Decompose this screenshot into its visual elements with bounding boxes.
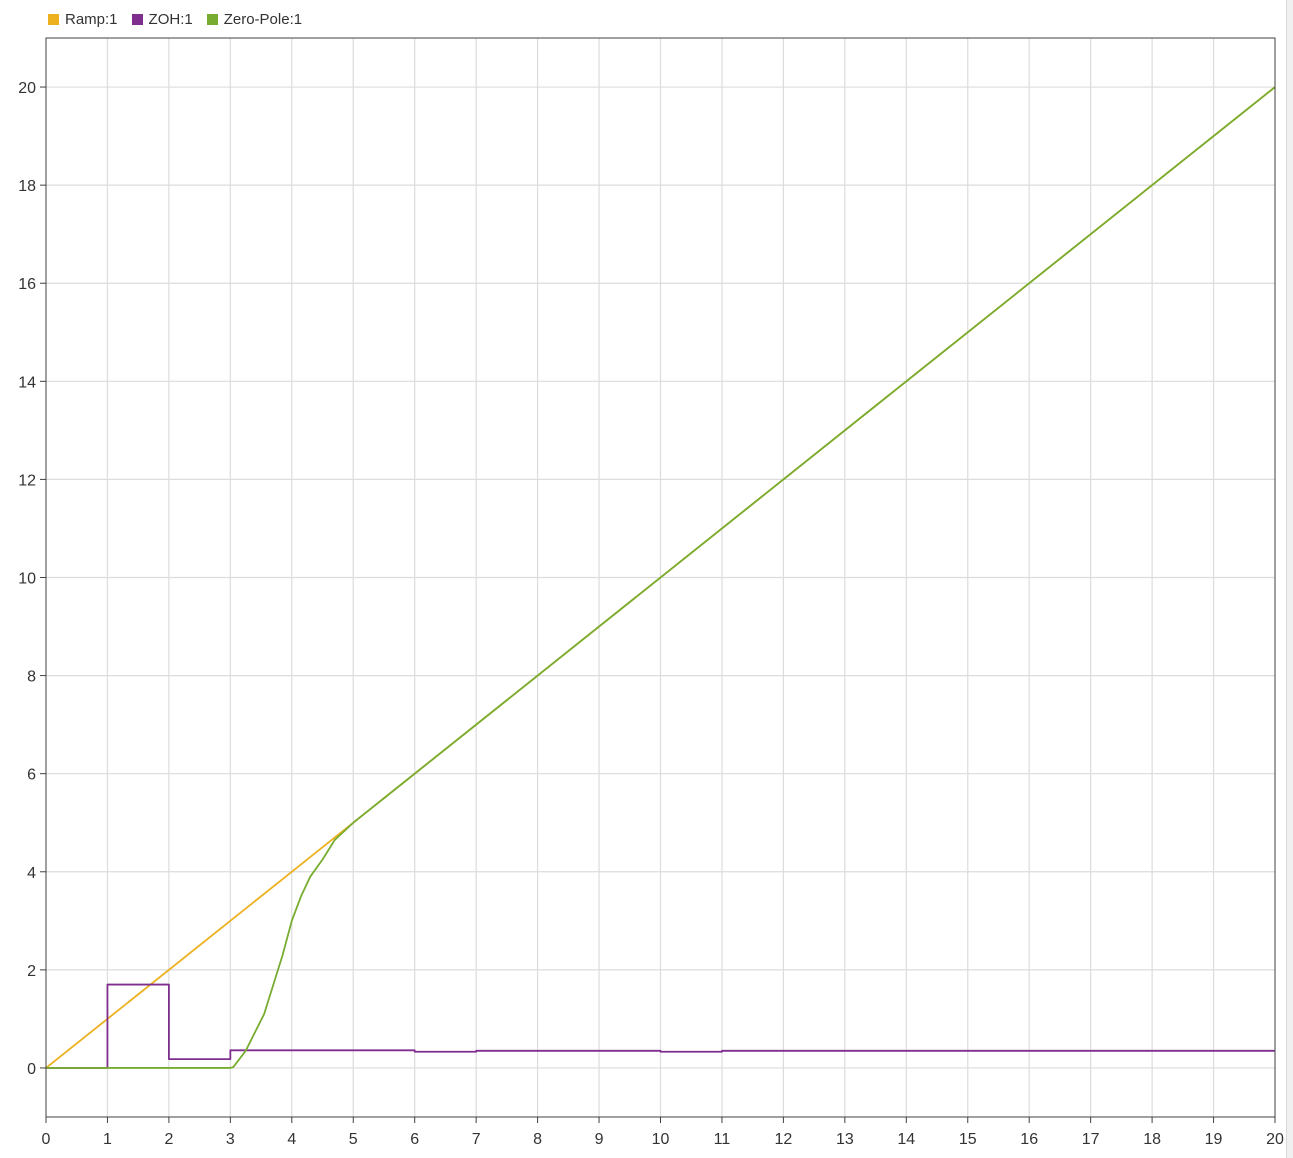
x-tick-label: 14 <box>897 1131 915 1148</box>
y-tick-label: 14 <box>18 374 36 391</box>
x-tick-label: 20 <box>1266 1131 1284 1148</box>
x-tick-label: 9 <box>595 1131 604 1148</box>
ramp-swatch-icon <box>48 13 59 25</box>
legend: Ramp:1 ZOH:1 Zero-Pole:1 <box>48 8 302 30</box>
x-tick-label: 12 <box>775 1131 793 1148</box>
y-tick-label: 4 <box>27 865 36 882</box>
legend-label-zero-pole: Zero-Pole:1 <box>223 10 303 28</box>
series-line-zoh-1 <box>46 983 1275 1069</box>
series-layer <box>45 86 1276 1069</box>
y-tick-label: 10 <box>18 571 36 588</box>
y-tick-label: 12 <box>18 472 36 489</box>
legend-item-zero-pole[interactable]: Zero-Pole:1 <box>206 10 303 28</box>
x-tick-label: 4 <box>287 1131 296 1148</box>
y-tick-label: 8 <box>27 669 36 686</box>
y-tick-label: 0 <box>27 1061 36 1078</box>
x-axis-ticks: 0 1 2 3 4 5 6 7 8 9 10 11 12 13 14 15 16 17 18 19 20 <box>42 1117 1284 1148</box>
window-right-edge <box>1286 0 1293 1158</box>
y-tick-label: 6 <box>27 767 36 784</box>
legend-label-zoh: ZOH:1 <box>148 10 193 28</box>
legend-label-ramp: Ramp:1 <box>65 10 118 28</box>
x-tick-label: 15 <box>959 1131 977 1148</box>
y-tick-label: 18 <box>18 178 36 195</box>
x-tick-label: 11 <box>714 1131 731 1148</box>
x-tick-label: 6 <box>410 1131 419 1148</box>
zoh-swatch-icon <box>131 13 143 25</box>
x-tick-label: 1 <box>103 1131 112 1148</box>
y-tick-label: 16 <box>18 276 36 293</box>
x-tick-label: 10 <box>652 1131 670 1148</box>
x-tick-label: 18 <box>1143 1131 1161 1148</box>
x-tick-label: 17 <box>1082 1131 1100 1148</box>
x-tick-label: 0 <box>42 1131 51 1148</box>
series-line-zero-pole-1 <box>46 86 1276 1069</box>
x-tick-label: 16 <box>1020 1131 1038 1148</box>
x-tick-label: 2 <box>164 1131 173 1148</box>
x-tick-label: 3 <box>226 1131 235 1148</box>
x-tick-label: 7 <box>472 1131 481 1148</box>
y-tick-label: 2 <box>27 963 36 980</box>
x-tick-label: 19 <box>1205 1131 1223 1148</box>
legend-item-ramp[interactable]: Ramp:1 <box>48 11 118 28</box>
x-tick-label: 8 <box>533 1131 542 1148</box>
legend-item-zoh[interactable]: ZOH:1 <box>131 10 193 28</box>
zero-pole-swatch-icon <box>206 13 218 25</box>
x-tick-label: 5 <box>349 1131 358 1148</box>
x-tick-label: 13 <box>836 1131 854 1148</box>
y-tick-label: 20 <box>18 80 36 97</box>
y-axis-ticks: 0 2 4 6 8 10 12 14 16 18 20 <box>18 80 46 1078</box>
grid-layer <box>46 38 1275 1117</box>
